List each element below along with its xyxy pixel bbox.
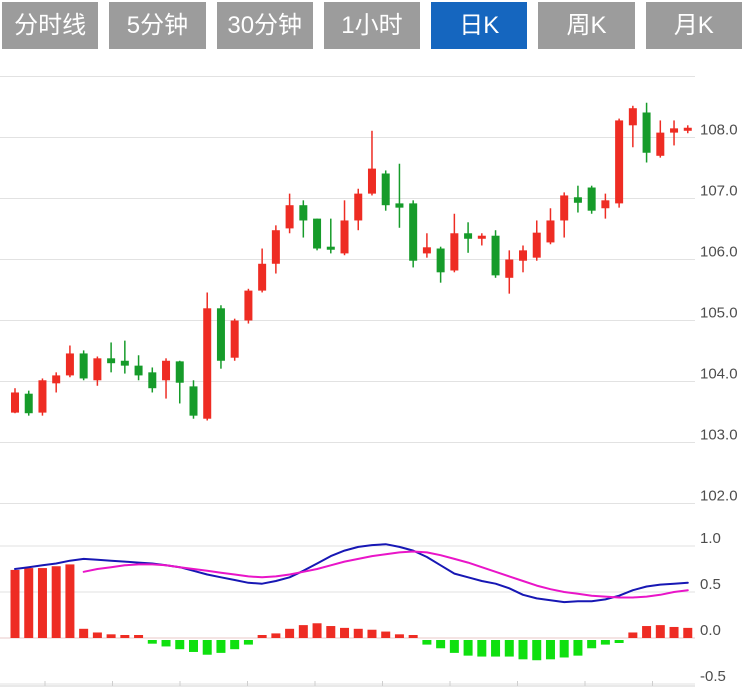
svg-text:105.0: 105.0 xyxy=(700,305,738,322)
svg-text:104.0: 104.0 xyxy=(700,366,738,383)
svg-text:-0.5: -0.5 xyxy=(700,668,726,685)
tab-1hour[interactable]: 1小时 xyxy=(323,2,421,49)
dea-line xyxy=(82,550,689,599)
svg-text:1.0: 1.0 xyxy=(700,530,721,547)
svg-text:0.0: 0.0 xyxy=(700,622,721,639)
svg-text:106.0: 106.0 xyxy=(700,244,738,261)
candles xyxy=(11,102,692,421)
timeframe-tabbar: 分时线 5分钟 30分钟 1小时 日K 周K 月K xyxy=(2,2,742,49)
dif-line xyxy=(14,543,689,604)
svg-text:107.0: 107.0 xyxy=(700,183,738,200)
macd-axis-labels: 1.0 0.5 0.0 -0.5 xyxy=(700,530,726,685)
macd-histogram xyxy=(10,564,693,661)
svg-text:103.0: 103.0 xyxy=(700,427,738,444)
svg-text:0.5: 0.5 xyxy=(700,576,721,593)
tab-daily-k[interactable]: 日K xyxy=(431,2,528,49)
tab-5min[interactable]: 5分钟 xyxy=(109,2,206,49)
tab-weekly-k[interactable]: 周K xyxy=(538,2,635,49)
price-axis-labels: 108.0 107.0 106.0 105.0 104.0 103.0 102.0 xyxy=(700,122,738,505)
tab-minute-line[interactable]: 分时线 xyxy=(2,2,99,49)
svg-text:102.0: 102.0 xyxy=(700,488,738,505)
macd-gridlines xyxy=(0,545,695,685)
x-axis xyxy=(0,681,695,687)
tab-monthly-k[interactable]: 月K xyxy=(645,2,742,49)
tab-30min[interactable]: 30分钟 xyxy=(216,2,313,49)
svg-text:108.0: 108.0 xyxy=(700,122,738,139)
price-gridlines xyxy=(0,76,695,504)
